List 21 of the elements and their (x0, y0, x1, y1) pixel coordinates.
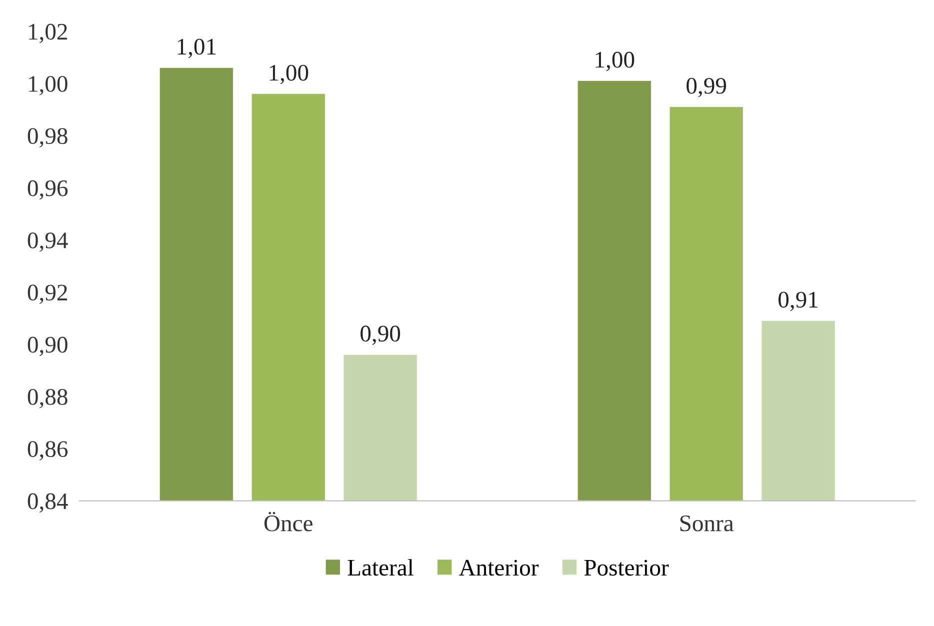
legend-label: Posterior (584, 560, 669, 576)
y-tick-label: 0,96 (28, 180, 68, 200)
data-label: 0,91 (778, 292, 818, 312)
data-label: 1,00 (270, 64, 308, 84)
x-tick-label: Sonra (680, 515, 734, 532)
data-label: 0,99 (686, 78, 726, 98)
legend-label: Anterior (459, 560, 539, 576)
data-label: 1,01 (178, 38, 216, 58)
y-tick-label: 0,84 (28, 493, 68, 513)
y-tick-label: 0,86 (28, 441, 68, 460)
y-tick-label: 0,94 (28, 232, 68, 252)
x-tick-label: Önce (264, 512, 312, 532)
y-tick-label: 0,92 (28, 284, 67, 304)
y-tick-label: 1,02 (29, 24, 67, 44)
y-tick-label: 0,90 (28, 336, 68, 356)
y-tick-label: 1,00 (29, 76, 68, 96)
data-label: 0,90 (360, 326, 400, 345)
legend-label: Lateral (348, 559, 414, 576)
data-label: 1,00 (596, 52, 634, 72)
y-tick-label: 0,98 (28, 128, 68, 148)
y-tick-label: 0,88 (28, 388, 68, 408)
